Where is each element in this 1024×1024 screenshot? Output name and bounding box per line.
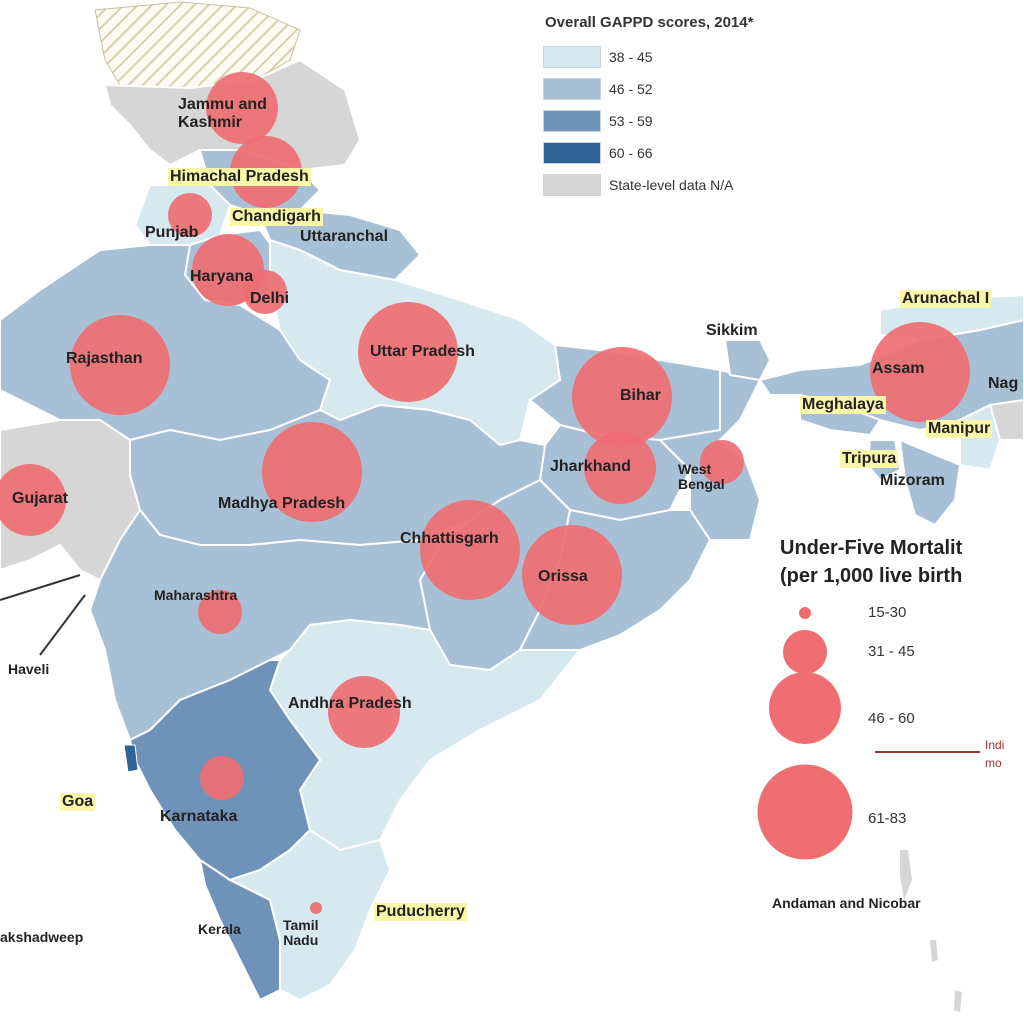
label-madhya-pradesh: Madhya Pradesh bbox=[218, 495, 346, 512]
label-andhra-pradesh: Andhra Pradesh bbox=[288, 695, 412, 712]
label-maharashtra: Maharashtra bbox=[154, 587, 238, 603]
gappd-legend-title: Overall GAPPD scores, 2014* bbox=[545, 14, 754, 31]
u5mr-legend-title-2: (per 1,000 live birth bbox=[780, 565, 963, 587]
label-lakshadweep: akshadweep bbox=[0, 929, 84, 945]
u5mr-bubble[interactable] bbox=[328, 676, 400, 748]
label-bihar: Bihar bbox=[620, 387, 661, 404]
disputed-region bbox=[94, 1, 301, 89]
gappd-legend-row: State-level data N/A bbox=[543, 174, 734, 196]
u5mr-bubble[interactable] bbox=[310, 902, 322, 914]
region-mizoram[interactable] bbox=[898, 438, 962, 527]
label-haveli: Haveli bbox=[8, 661, 50, 677]
u5mr-bubble[interactable] bbox=[198, 590, 242, 634]
label-tamil-nadu: Tamil Nadu bbox=[283, 917, 319, 949]
region-goa[interactable] bbox=[123, 744, 139, 773]
label-goa: Goa bbox=[60, 793, 96, 811]
gappd-legend-swatch bbox=[543, 142, 601, 164]
u5mr-legend-bubble bbox=[769, 672, 841, 744]
label-manipur: Manipur bbox=[926, 420, 993, 438]
u5mr-legend-label-2: 31 - 45 bbox=[868, 643, 915, 660]
region-andaman-nicobar[interactable] bbox=[900, 850, 962, 1012]
label-assam: Assam bbox=[872, 360, 925, 377]
label-uttaranchal: Uttaranchal bbox=[300, 228, 389, 245]
label-jharkhand: Jharkhand bbox=[550, 458, 631, 475]
label-arunachal: Arunachal I bbox=[900, 290, 992, 308]
u5mr-bubble[interactable] bbox=[200, 756, 244, 800]
label-uttar-pradesh: Uttar Pradesh bbox=[370, 343, 475, 360]
u5mr-bubble[interactable] bbox=[358, 302, 458, 402]
label-delhi: Delhi bbox=[250, 290, 290, 307]
label-andaman: Andaman and Nicobar bbox=[772, 895, 921, 911]
gappd-legend-swatch bbox=[543, 174, 601, 196]
u5mr-bubble[interactable] bbox=[243, 270, 287, 314]
u5mr-bubble[interactable] bbox=[70, 315, 170, 415]
national-note-2: mo bbox=[985, 756, 1002, 770]
label-meghalaya: Meghalaya bbox=[800, 396, 886, 414]
label-orissa: Orissa bbox=[538, 568, 588, 585]
gappd-legend-swatch bbox=[543, 78, 601, 100]
label-tripura: Tripura bbox=[840, 450, 899, 468]
region-tamil-nadu[interactable] bbox=[227, 828, 392, 1002]
u5mr-legend-label-3: 46 - 60 bbox=[868, 710, 915, 727]
label-chhattisgarh: Chhattisgarh bbox=[400, 530, 499, 547]
u5mr-legend-label-1: 15-30 bbox=[868, 604, 907, 621]
gappd-legend-row: 46 - 52 bbox=[543, 78, 653, 100]
u5mr-legend-bubbles bbox=[757, 607, 853, 860]
haveli-pointer bbox=[0, 574, 81, 601]
label-gujarat: Gujarat bbox=[12, 490, 69, 507]
u5mr-bubble[interactable] bbox=[700, 440, 744, 484]
u5mr-bubble[interactable] bbox=[206, 72, 278, 144]
label-west-bengal: West Bengal bbox=[678, 461, 725, 493]
u5mr-legend-label-4: 61-83 bbox=[868, 810, 907, 827]
u5mr-legend-bubble bbox=[799, 607, 811, 619]
label-jammu: Jammu and Kashmir bbox=[178, 96, 267, 131]
label-punjab: Punjab bbox=[145, 224, 199, 241]
gappd-legend-swatch bbox=[543, 110, 601, 132]
label-puducherry: Puducherry bbox=[374, 903, 467, 921]
gappd-legend-swatch bbox=[543, 46, 601, 68]
region-andhra-pradesh[interactable] bbox=[268, 618, 583, 852]
u5mr-bubble[interactable] bbox=[262, 422, 362, 522]
region-sikkim[interactable] bbox=[723, 339, 772, 382]
u5mr-legend-title-1: Under-Five Mortalit bbox=[780, 537, 963, 559]
u5mr-bubble[interactable] bbox=[522, 525, 622, 625]
label-haryana: Haryana bbox=[190, 268, 254, 285]
u5mr-bubble[interactable] bbox=[420, 500, 520, 600]
label-kerala: Kerala bbox=[198, 921, 241, 937]
label-chandigarh: Chandigarh bbox=[230, 208, 323, 226]
haveli-pointer-2 bbox=[39, 594, 86, 656]
gappd-legend-label: 38 - 45 bbox=[609, 49, 653, 65]
label-karnataka: Karnataka bbox=[160, 808, 238, 825]
gappd-legend-row: 38 - 45 bbox=[543, 46, 653, 68]
u5mr-bubble[interactable] bbox=[870, 322, 970, 422]
gappd-legend-label: 46 - 52 bbox=[609, 81, 653, 97]
u5mr-bubble[interactable] bbox=[0, 464, 66, 536]
gappd-legend-label: 60 - 66 bbox=[609, 145, 653, 161]
label-rajasthan: Rajasthan bbox=[66, 350, 143, 367]
label-nagaland: Nag bbox=[988, 375, 1019, 392]
gappd-legend-row: 53 - 59 bbox=[543, 110, 653, 132]
gappd-legend-label: 53 - 59 bbox=[609, 113, 653, 129]
gappd-legend-label: State-level data N/A bbox=[609, 177, 734, 193]
u5mr-bubble[interactable] bbox=[584, 432, 656, 504]
label-mizoram: Mizoram bbox=[880, 472, 945, 489]
u5mr-bubble[interactable] bbox=[168, 193, 212, 237]
label-sikkim: Sikkim bbox=[706, 322, 758, 339]
u5mr-legend-bubble bbox=[783, 630, 827, 674]
u5mr-legend-bubble bbox=[757, 764, 853, 860]
u5mr-bubble[interactable] bbox=[572, 347, 672, 447]
national-note-1: Indi bbox=[985, 738, 1005, 752]
u5mr-bubbles bbox=[0, 72, 970, 914]
label-himachal: Himachal Pradesh bbox=[168, 168, 311, 186]
gappd-legend-row: 60 - 66 bbox=[543, 142, 653, 164]
